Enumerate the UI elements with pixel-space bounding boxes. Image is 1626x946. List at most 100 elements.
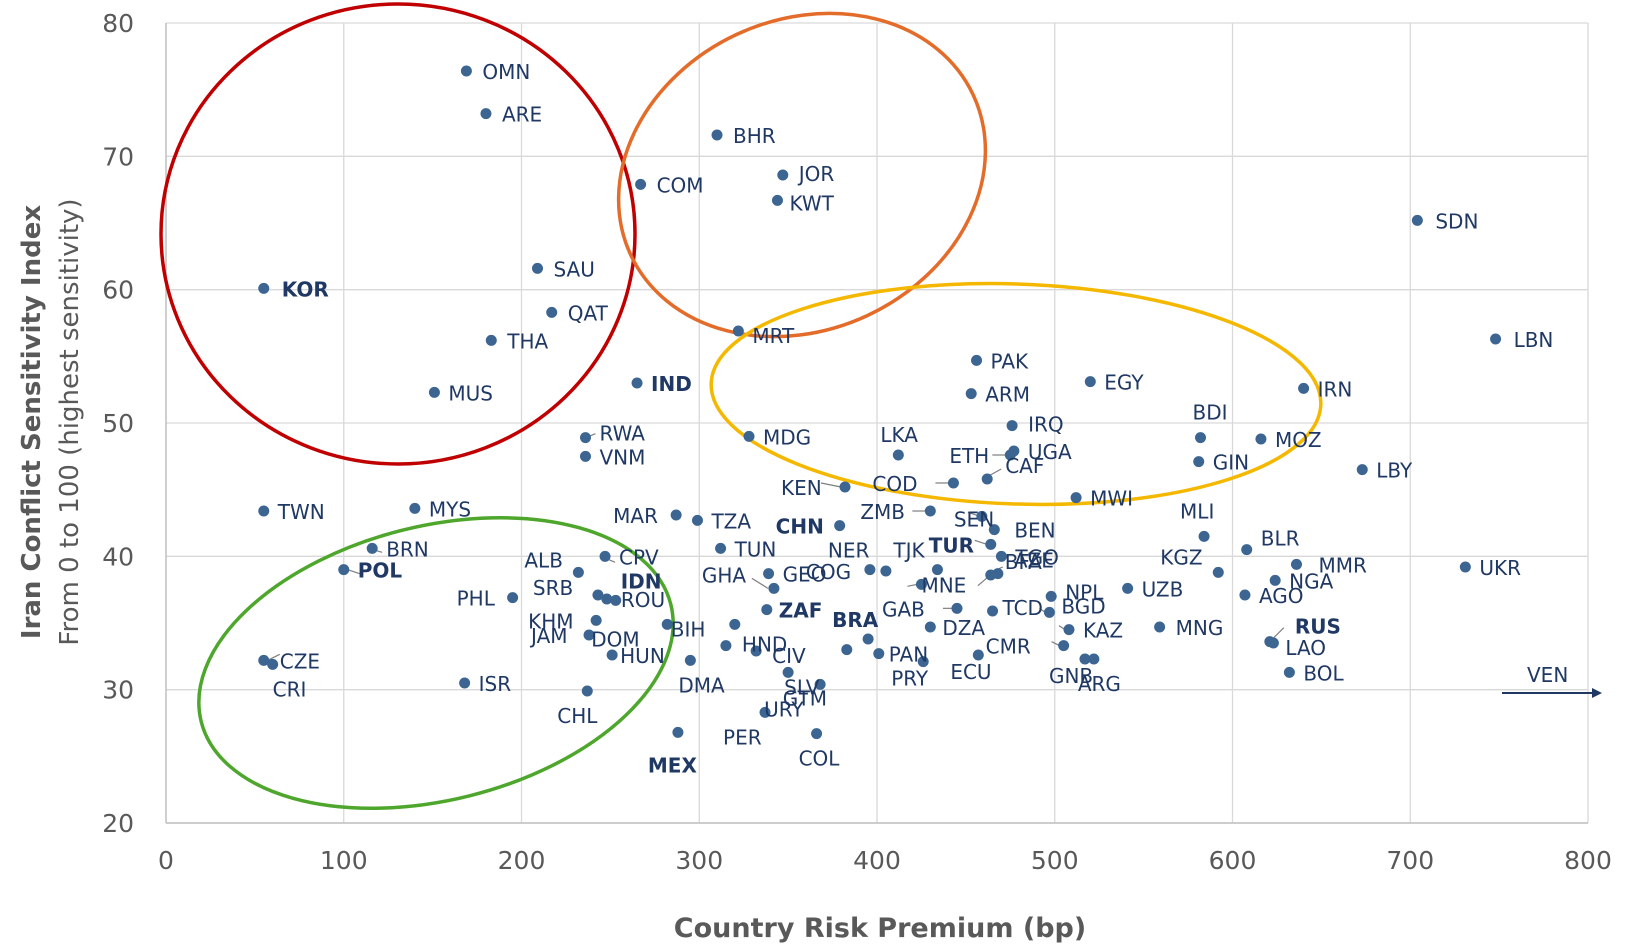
label-twn: TWN xyxy=(277,500,325,524)
label-mrt: MRT xyxy=(752,324,795,348)
label-mmr: MMR xyxy=(1318,553,1367,577)
label-tza: TZA xyxy=(710,509,751,533)
point-nga xyxy=(1269,574,1281,586)
label-egy: EGY xyxy=(1104,371,1144,395)
point-lka xyxy=(892,449,904,461)
label-per: PER xyxy=(723,725,762,749)
point-lby xyxy=(1356,464,1368,476)
point-dom xyxy=(661,618,673,630)
label-cpv: CPV xyxy=(619,545,659,569)
point-gnb xyxy=(1079,653,1091,665)
label-khm: KHM xyxy=(528,609,573,633)
label-pan: PAN xyxy=(889,643,928,667)
label-tcd: TCD xyxy=(1002,596,1043,620)
data-points xyxy=(258,65,1502,740)
label-jam: JAM xyxy=(529,624,567,648)
label-irq: IRQ xyxy=(1028,413,1064,437)
point-mwi xyxy=(1070,492,1082,504)
cluster-circle-orange xyxy=(616,11,988,339)
leader-pol xyxy=(347,569,360,575)
point-hnd xyxy=(720,640,732,652)
point-rwa xyxy=(579,432,591,444)
point-cri xyxy=(267,658,279,670)
point-bhr xyxy=(711,129,723,141)
label-eth: ETH xyxy=(949,444,989,468)
point-ven-arrowhead xyxy=(1592,688,1602,698)
point-gtm xyxy=(841,644,853,656)
label-gnb: GNB xyxy=(1049,664,1093,688)
label-gha: GHA xyxy=(702,563,747,587)
x-tick-label: 300 xyxy=(675,846,723,875)
label-phl: PHL xyxy=(457,587,496,611)
label-dza: DZA xyxy=(942,616,985,640)
leader-ken xyxy=(820,482,842,488)
point-ago xyxy=(1239,589,1251,601)
label-ind: IND xyxy=(651,372,692,396)
point-cpv xyxy=(599,550,611,562)
y-axis-subtitle: From 0 to 100 (highest sensitivity) xyxy=(55,198,85,645)
label-sdn: SDN xyxy=(1435,209,1478,233)
point-civ xyxy=(750,645,762,657)
label-gin: GIN xyxy=(1213,451,1249,475)
point-kgz xyxy=(1212,566,1224,578)
label-kgz: KGZ xyxy=(1160,545,1202,569)
label-ukr: UKR xyxy=(1479,556,1521,580)
label-zmb: ZMB xyxy=(860,500,905,524)
point-zmb xyxy=(924,505,936,517)
label-bih: BIH xyxy=(671,617,706,641)
point-chn xyxy=(834,520,846,532)
point-blr xyxy=(1241,544,1253,556)
y-tick-label: 80 xyxy=(102,9,134,38)
label-are: ARE xyxy=(502,103,542,127)
point-isr xyxy=(459,677,471,689)
point-tcd xyxy=(987,605,999,617)
label-gab: GAB xyxy=(882,597,925,621)
point-mex xyxy=(672,726,684,738)
point-egy xyxy=(1084,376,1096,388)
point-ner xyxy=(864,564,876,576)
x-tick-label: 100 xyxy=(320,846,368,875)
label-bdi: BDI xyxy=(1193,401,1228,425)
y-tick-label: 60 xyxy=(102,276,134,305)
label-vnm: VNM xyxy=(599,445,645,469)
point-bfa xyxy=(985,569,997,581)
x-tick-label: 0 xyxy=(158,846,174,875)
leader-cze xyxy=(267,653,281,661)
x-axis-title: Country Risk Premium (bp) xyxy=(674,913,1086,944)
label-hun: HUN xyxy=(620,644,665,668)
point-srb xyxy=(592,589,604,601)
point-jor xyxy=(777,169,789,181)
point-ury xyxy=(814,678,826,690)
point-kor xyxy=(258,282,270,294)
label-omn: OMN xyxy=(482,60,530,84)
leader-gha xyxy=(751,577,769,589)
cluster-circles xyxy=(159,2,1323,811)
point-irq xyxy=(1006,420,1018,432)
point-jam xyxy=(583,629,595,641)
x-tick-label: 500 xyxy=(1031,846,1079,875)
point-mdg xyxy=(743,430,755,442)
point-mus xyxy=(428,386,440,398)
point-irn xyxy=(1298,382,1310,394)
y-tick-label: 50 xyxy=(102,409,134,438)
label-chl: CHL xyxy=(557,704,598,728)
y-tick-label: 20 xyxy=(102,809,134,838)
label-tha: THA xyxy=(506,329,548,353)
point-sdn xyxy=(1411,214,1423,226)
label-pak: PAK xyxy=(991,349,1029,373)
point-khm xyxy=(590,614,602,626)
point-ecu xyxy=(972,649,984,661)
point-per xyxy=(759,706,771,718)
label-gtm: GTM xyxy=(783,687,827,711)
label-bfa: BFA xyxy=(1005,550,1042,574)
point-omn xyxy=(460,65,472,77)
point-sen xyxy=(976,510,988,522)
label-geo: GEO xyxy=(783,563,827,587)
x-tick-label: 400 xyxy=(853,846,901,875)
label-hnd: HND xyxy=(742,633,787,657)
leader-rus xyxy=(1272,627,1285,640)
point-dma xyxy=(684,654,696,666)
label-slv: SLV xyxy=(784,675,820,699)
point-bra xyxy=(862,633,874,645)
